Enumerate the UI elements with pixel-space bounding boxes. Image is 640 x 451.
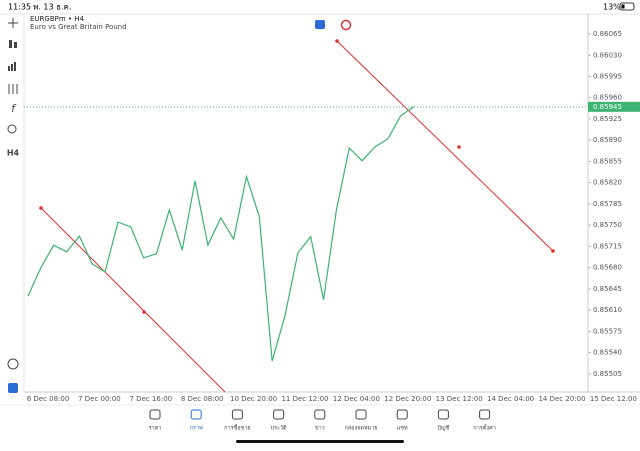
tab-icon[interactable] [273,409,285,420]
timeframe[interactable]: H4 [7,149,20,158]
y-tick-label: 0.85680 [593,264,622,272]
anchor [551,249,555,253]
tab-icon[interactable] [231,409,243,420]
y-tick-label: 0.85890 [593,136,622,144]
time: 11:35 [8,3,31,12]
left-toolbar[interactable]: f H4 [7,18,20,393]
battery-icon [619,2,635,11]
tab-icon[interactable] [149,409,161,420]
date: พ. 13 ธ.ค. [33,3,71,12]
x-tick-label: 12 Dec 04:00 [333,395,380,403]
x-tick-label: 15 Dec 12:00 [590,395,637,403]
tab-label[interactable]: การซื้อขาย [224,424,250,432]
x-tick-label: 13 Dec 12:00 [436,395,483,403]
trendline [40,207,226,393]
symbol: EURGBPm • H4 [30,15,85,23]
y-tick-label: 0.85960 [593,94,622,102]
indicator-icon[interactable] [11,64,13,71]
y-tick-label: 0.85505 [593,370,622,378]
tab-icon[interactable] [355,409,367,420]
y-tick-label: 0.86030 [593,51,622,59]
anchor [457,145,461,149]
function-icon[interactable]: f [11,102,17,115]
y-tick-label: 0.85785 [593,200,622,208]
tab-label[interactable]: กราฟ [190,425,203,432]
x-tick-label: 12 Dec 20:00 [384,395,431,403]
x-tick-label: 6 Dec 08:00 [27,395,70,403]
x-tick-label: 11 Dec 12:00 [281,395,328,403]
flag-icon [315,20,325,29]
indicator-icon[interactable] [14,62,16,71]
y-tick-label: 0.85820 [593,179,622,187]
candle-icon[interactable] [14,42,17,48]
objects-icon[interactable] [7,124,17,134]
x-tick-label: 14 Dec 20:00 [538,395,585,403]
y-tick-label: 0.85995 [593,72,622,80]
trendline [40,40,554,393]
candle-icon[interactable] [9,40,12,48]
price-line [27,106,414,362]
battery: 13% [603,3,621,12]
tab-icon[interactable] [314,409,326,420]
tab-icon[interactable] [190,409,202,420]
trendline [336,40,554,252]
symbol-description: Euro vs Great Britain Pound [30,23,127,31]
battery-level [621,4,625,9]
tab-label[interactable]: ราคา [149,426,162,432]
y-tick-label: 0.85750 [593,221,622,229]
settings-icon[interactable] [8,84,18,94]
x-tick-label: 8 Dec 08:00 [181,395,224,403]
tab-label[interactable]: กล่องจดหมาย [344,426,377,432]
x-tick-label: 14 Dec 04:00 [487,395,534,403]
anchor [335,39,339,43]
tab-label[interactable]: ข่าว [315,426,325,432]
indicator-icon[interactable] [8,66,10,71]
anchor [142,310,146,314]
x-tick-label: 7 Dec 00:00 [78,395,121,403]
tab-icon[interactable] [479,409,491,420]
y-tick-label: 0.86065 [593,30,622,38]
tab-icon[interactable] [396,409,408,420]
tab-label[interactable]: การตั้งค่า [473,424,495,432]
anchor [39,206,43,210]
home-indicator [236,440,404,443]
y-tick-label: 0.85610 [593,306,622,314]
flag-icon [340,19,352,31]
x-tick-label: 7 Dec 16:00 [129,395,172,403]
tab-label[interactable]: บัญชี [437,425,449,432]
y-tick-label: 0.85540 [593,349,622,357]
app-icon[interactable] [8,383,18,393]
tab-icon[interactable] [437,409,449,420]
signal-icon[interactable] [7,358,19,370]
tab-label[interactable]: แชท [397,425,408,432]
y-tick-label: 0.85715 [593,242,622,250]
y-tick-label: 0.85925 [593,115,622,123]
x-tick-label: 10 Dec 20:00 [230,395,277,403]
y-tick-label: 0.85645 [593,285,622,293]
current-price-label: 0.85945 [593,103,622,111]
y-tick-label: 0.85575 [593,327,622,335]
crosshair-icon[interactable] [8,18,18,28]
tab-label[interactable]: ประวัติ [271,425,287,432]
current-price-box [588,101,640,112]
y-tick-label: 0.85855 [593,157,622,165]
